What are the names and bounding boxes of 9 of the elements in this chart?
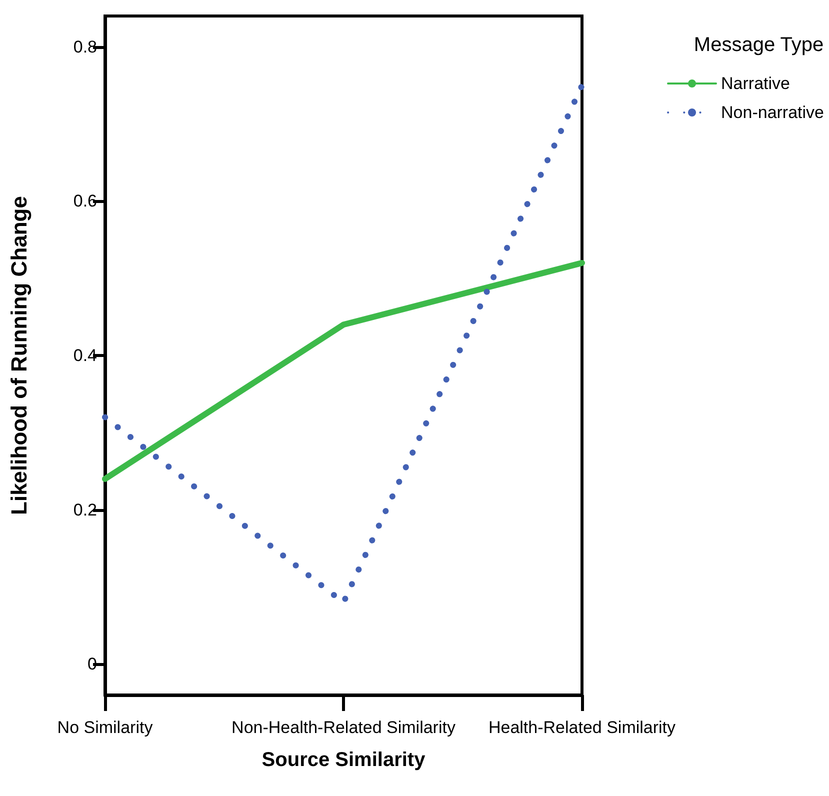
x-tick-label: Health-Related Similarity	[488, 718, 676, 737]
y-tick-label: 0.2	[73, 500, 97, 520]
x-tick-label: No Similarity	[57, 718, 154, 737]
y-axis-title: Likelihood of Running Change	[6, 196, 32, 515]
legend-title: Message Type	[694, 34, 824, 56]
x-tick-label: Non-Health-Related Similarity	[232, 718, 456, 737]
legend-label: Narrative	[721, 74, 790, 93]
x-axis-title: Source Similarity	[262, 749, 426, 771]
legend-label: Non-narrative	[721, 103, 824, 122]
